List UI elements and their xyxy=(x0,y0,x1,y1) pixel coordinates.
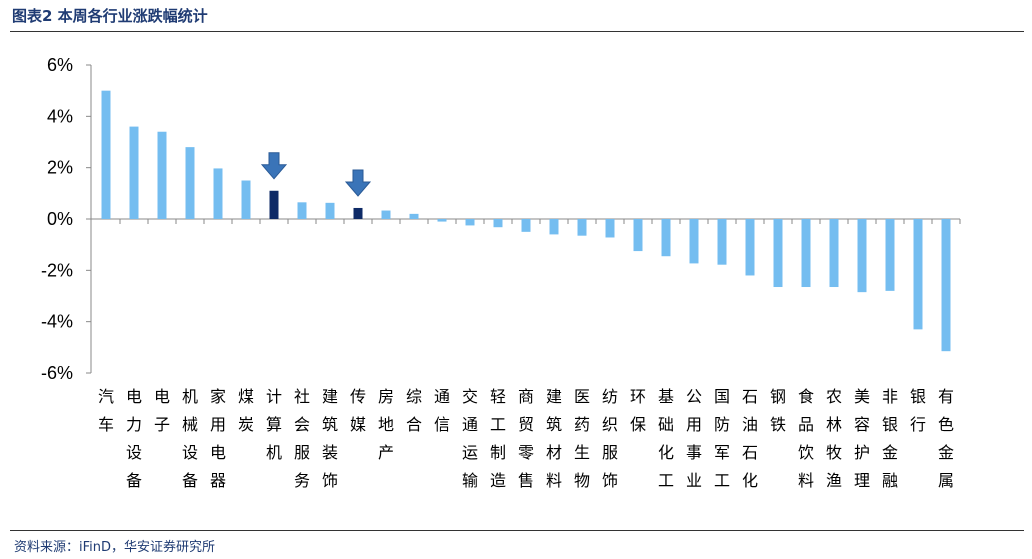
category-label: 石油石化 xyxy=(742,387,758,490)
category-label: 电力设备 xyxy=(126,387,142,490)
category-label: 商贸零售 xyxy=(518,387,534,490)
category-label: 通信 xyxy=(434,387,450,434)
bar-石油石化 xyxy=(745,219,755,276)
bar-公用事业 xyxy=(689,219,699,264)
category-label: 国防军工 xyxy=(714,387,730,490)
category-label: 综合 xyxy=(406,387,422,434)
category-label: 非银金融 xyxy=(882,387,898,490)
bar-基础化工 xyxy=(661,219,671,257)
bar-计算机 xyxy=(269,190,279,219)
bar-钢铁 xyxy=(773,219,783,288)
category-label: 医药生物 xyxy=(574,387,590,490)
bar-交通运输 xyxy=(465,219,475,226)
category-label: 钢铁 xyxy=(770,387,786,434)
bar-非银金融 xyxy=(885,219,895,291)
bar-医药生物 xyxy=(577,219,587,236)
y-tick-label: 2% xyxy=(47,158,73,178)
category-label: 有色金属 xyxy=(938,387,954,490)
bar-电力设备 xyxy=(129,126,139,219)
bar-社会服务 xyxy=(297,202,307,219)
category-label: 交通运输 xyxy=(462,387,478,490)
category-label: 食品饮料 xyxy=(798,387,814,490)
category-label: 计算机 xyxy=(266,387,282,462)
bar-美容护理 xyxy=(857,219,867,293)
category-label: 银行 xyxy=(910,387,926,434)
category-label: 传媒 xyxy=(350,387,366,434)
bar-商贸零售 xyxy=(521,219,531,232)
y-tick-label: 4% xyxy=(47,106,73,126)
category-label: 电子 xyxy=(154,387,170,434)
category-label: 环保 xyxy=(630,387,646,434)
category-label: 农林牧渔 xyxy=(826,387,842,490)
bar-有色金属 xyxy=(941,219,951,352)
bar-农林牧渔 xyxy=(829,219,839,288)
bar-综合 xyxy=(409,213,419,219)
category-label: 公用事业 xyxy=(686,387,702,490)
category-label: 纺织服饰 xyxy=(602,387,618,490)
category-label: 房地产 xyxy=(378,387,394,462)
bar-建筑材料 xyxy=(549,219,559,235)
category-label: 轻工制造 xyxy=(490,387,506,490)
bar-国防军工 xyxy=(717,219,727,265)
bar-建筑装饰 xyxy=(325,202,335,219)
bar-传媒 xyxy=(353,207,363,219)
highlight-arrow-icon xyxy=(260,152,288,180)
bar-电子 xyxy=(157,131,167,219)
bar-食品饮料 xyxy=(801,219,811,288)
y-tick-label: 0% xyxy=(47,209,73,229)
category-label: 汽车 xyxy=(98,387,114,434)
bar-纺织服饰 xyxy=(605,219,615,238)
highlight-arrow-icon xyxy=(344,169,372,197)
bar-通信 xyxy=(437,219,447,222)
bottom-divider xyxy=(10,530,1024,531)
category-label: 煤炭 xyxy=(238,387,254,434)
bar-煤炭 xyxy=(241,180,251,219)
bar-家用电器 xyxy=(213,168,223,219)
bar-chart: 6% 4% 2% 0% -2% -4% -6% 汽车电力设备电子机械设备家用电器煤炭计算机社会… xyxy=(41,55,961,490)
category-label: 建筑材料 xyxy=(546,387,562,490)
category-label: 社会服务 xyxy=(294,387,310,490)
category-label: 美容护理 xyxy=(854,387,870,490)
bar-汽车 xyxy=(101,90,111,220)
source-note: 资料来源：iFinD，华安证券研究所 xyxy=(14,540,216,555)
y-tick-label: -6% xyxy=(41,363,73,383)
bar-轻工制造 xyxy=(493,219,503,228)
category-label: 家用电器 xyxy=(210,387,226,490)
bar-银行 xyxy=(913,219,923,330)
figure-title: 图表2 本周各行业涨跌幅统计 xyxy=(12,7,208,25)
bar-机械设备 xyxy=(185,147,195,219)
y-tick-label: -4% xyxy=(41,312,73,332)
bar-房地产 xyxy=(381,210,391,219)
top-divider xyxy=(10,31,1024,32)
y-tick-label: -2% xyxy=(41,260,73,280)
category-label: 机械设备 xyxy=(182,387,198,490)
y-tick-label: 6% xyxy=(47,55,73,75)
category-label: 建筑装饰 xyxy=(322,387,338,490)
category-label: 基础化工 xyxy=(658,387,674,490)
bar-环保 xyxy=(633,219,643,252)
